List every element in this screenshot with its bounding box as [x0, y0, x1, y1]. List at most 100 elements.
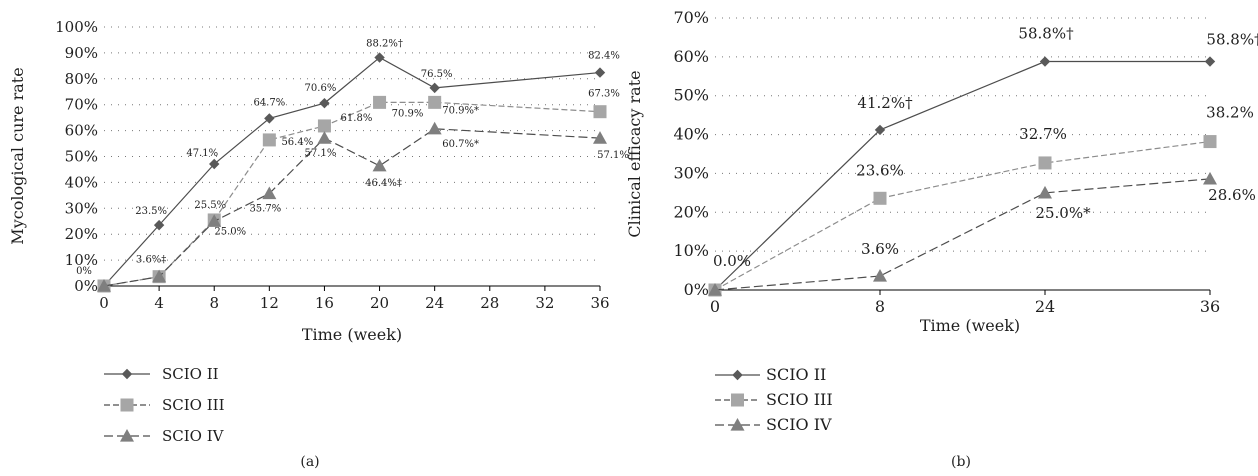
chart-panel-a: 0%10%20%30%40%50%60%70%80%90%100%0 4 8 12 16…: [8, 18, 629, 470]
data-label: 57.1%: [597, 150, 629, 161]
data-point: [317, 119, 331, 133]
series-scio-iv: 25.0%35.7% 57.1% 46.4%‡ 60.7%* 57.1%: [97, 121, 629, 292]
data-point: [593, 131, 607, 144]
y-tick-label: 70%: [65, 96, 98, 114]
x-tick-label: 36: [590, 294, 609, 312]
data-label: 23.6%: [856, 161, 904, 179]
x-tick-label: 0: [710, 297, 720, 316]
y-tick-label: 10%: [673, 241, 709, 260]
series-line: [103, 128, 601, 287]
y-tick-label: 30%: [65, 199, 98, 217]
x-tick-label: 24: [1035, 297, 1055, 316]
y-tick-label: 0%: [74, 277, 98, 295]
data-point: [1038, 156, 1052, 170]
data-point: [593, 105, 607, 119]
data-point: [319, 97, 330, 109]
legend-marker: [732, 369, 743, 381]
data-point: [1203, 171, 1217, 185]
x-tick-label: 32: [535, 294, 554, 312]
y-tick-label: 80%: [65, 70, 98, 88]
y-tick-label: 20%: [65, 225, 98, 243]
y-tick-label: 40%: [65, 173, 98, 191]
data-label: 25.5%: [194, 200, 226, 211]
data-point: [372, 158, 387, 172]
data-label: 64.7%: [253, 97, 285, 108]
data-label: 46.4%‡: [365, 178, 402, 189]
x-tick-label: 24: [425, 294, 444, 312]
legend-label: SCIO IV: [162, 427, 225, 445]
chart-panel-b: 0% 10% 20% 30% 40% 50% 60% 70% 0 8 24 36 Time (week)…: [625, 8, 1258, 470]
series-line: [103, 56, 601, 287]
y-tick-label: 20%: [673, 202, 709, 221]
series-scio-ii: 23.5% 47.1% 64.7% 70.6% 88.2%† 76.5% 82.4%: [98, 39, 620, 292]
x-tick-label: 8: [209, 294, 219, 312]
data-label: 47.1%: [186, 148, 218, 159]
series-scio-iii: 23.6% 32.7% 38.2%: [708, 104, 1254, 297]
data-label: 82.4%: [588, 51, 620, 62]
data-point: [428, 95, 442, 109]
legend-marker: [730, 418, 745, 431]
series-line: [714, 140, 1211, 291]
x-tick-label: 28: [480, 294, 499, 312]
data-label: 25.0%: [214, 226, 246, 237]
legend-label: SCIO II: [162, 365, 219, 383]
data-label: 3.6%‡: [136, 255, 166, 266]
data-label: 76.5%: [421, 69, 453, 80]
data-point: [373, 95, 387, 109]
series-scio-iv: 3.6% 25.0%* 28.6%: [708, 171, 1256, 296]
legend-label: SCIO II: [766, 365, 826, 384]
x-tick-label: 20: [370, 294, 389, 312]
legend-label: SCIO III: [162, 396, 225, 414]
data-point: [429, 82, 440, 94]
x-tick-label: 12: [260, 294, 279, 312]
x-axis-title: Time (week): [920, 316, 1020, 335]
y-tick-label: 60%: [65, 122, 98, 140]
data-point: [1039, 56, 1051, 67]
data-label: 60.7%*: [442, 139, 479, 150]
legend: SCIO II SCIO III SCIO IV: [715, 365, 833, 434]
data-label: 0%: [76, 266, 92, 277]
legend-marker: [731, 393, 744, 407]
data-label: 70.9%: [392, 108, 424, 119]
y-tick-label: 60%: [673, 47, 709, 66]
y-tick-label: 90%: [65, 44, 98, 62]
data-point: [317, 131, 332, 144]
legend-marker: [120, 398, 134, 412]
data-point: [594, 67, 606, 78]
data-point: [874, 124, 886, 136]
panel-label: (a): [300, 454, 319, 470]
data-label: 61.8%: [341, 113, 373, 124]
data-label: 56.4%: [281, 137, 313, 148]
data-label: 35.7%: [249, 204, 281, 215]
series-line: [714, 178, 1211, 291]
data-label: 32.7%: [1019, 125, 1067, 143]
series-line: [714, 60, 1210, 291]
x-tick-label: 8: [875, 297, 885, 316]
data-point: [1203, 135, 1217, 149]
y-axis-title: Clinical efficacy rate: [625, 70, 644, 237]
data-point: [873, 269, 887, 282]
y-tick-label: 40%: [673, 125, 709, 144]
data-label: 25.0%*: [1035, 204, 1091, 222]
legend: SCIO II SCIO III SCIO IV: [104, 365, 225, 445]
data-point: [374, 52, 385, 63]
data-point: [207, 214, 222, 227]
data-label: 88.2%†: [366, 39, 403, 50]
y-tick-label: 100%: [55, 18, 98, 36]
series-line: [103, 101, 601, 287]
data-point: [873, 191, 887, 205]
data-label: 38.2%: [1206, 104, 1254, 122]
x-tick-label: 0: [99, 294, 109, 312]
legend-label: SCIO III: [766, 390, 833, 409]
data-point: [262, 186, 277, 200]
data-point: [264, 113, 275, 124]
data-label: 0.0%: [713, 252, 751, 270]
y-tick-label: 10%: [65, 251, 98, 269]
legend-marker: [121, 368, 133, 380]
series-scio-ii: 0.0% 41.2%† 58.8%† 58.8%†: [709, 25, 1258, 296]
y-tick-label: 30%: [673, 163, 709, 182]
data-label: 67.3%: [588, 89, 620, 100]
data-point: [97, 279, 111, 292]
panel-label: (b): [951, 454, 971, 470]
data-point: [152, 269, 167, 283]
